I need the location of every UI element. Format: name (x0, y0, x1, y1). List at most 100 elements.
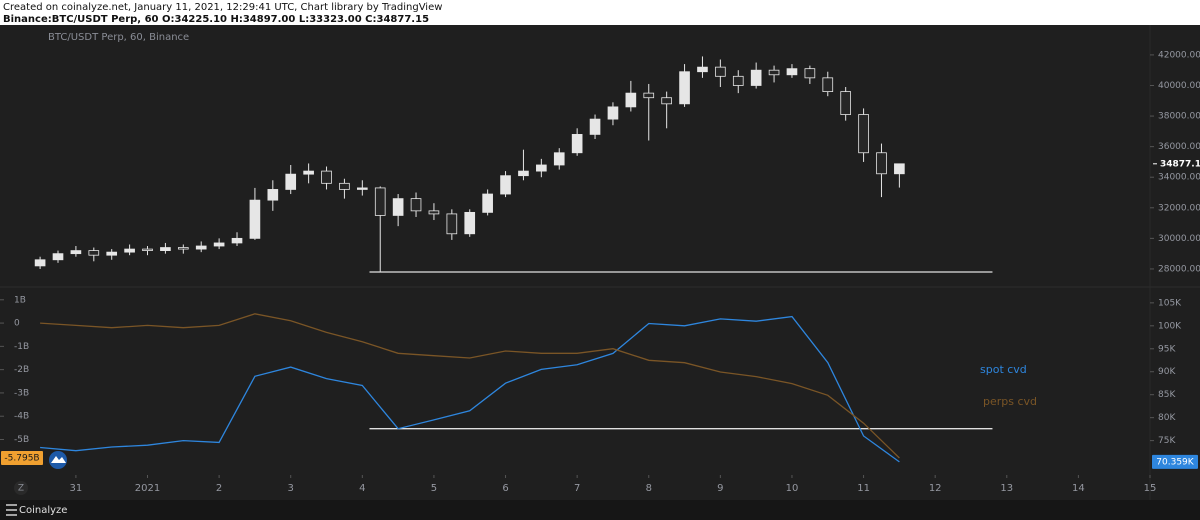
candle-body (70, 250, 82, 255)
candle-body (195, 245, 207, 250)
last-price-label: 34877.15 (1160, 159, 1200, 169)
candle-body (571, 134, 583, 154)
y-tick-label: 0 (14, 319, 20, 329)
x-tick-label: 11 (857, 483, 870, 494)
y-tick-label: -2B (14, 365, 29, 375)
candle-body (267, 189, 279, 201)
footer-bar (0, 500, 1200, 520)
x-tick-label: 15 (1144, 483, 1157, 494)
x-tick-label: 10 (786, 483, 799, 494)
y-tick-label: 95K (1158, 344, 1176, 354)
candle-body (840, 91, 851, 115)
candle-body (285, 173, 297, 190)
y-tick-label: -1B (14, 342, 29, 352)
y-tick-label: 34000.00 (1158, 173, 1200, 183)
candle-body (786, 68, 798, 76)
x-tick-label: 2 (216, 483, 222, 494)
x-tick-label: 12 (929, 483, 942, 494)
candle-body (392, 198, 404, 216)
candle-body (661, 97, 672, 105)
y-tick-label: 80K (1158, 413, 1176, 423)
header-line: Created on coinalyze.net, January 11, 20… (3, 2, 442, 13)
candle-body (482, 193, 493, 213)
logo-icon (51, 456, 66, 463)
y-tick-label: 75K (1158, 436, 1176, 446)
x-tick-label: 6 (502, 483, 508, 494)
candle-body (858, 114, 869, 154)
y-tick-label: 85K (1158, 390, 1176, 400)
header-bar (0, 0, 1200, 25)
x-tick-label: 31 (70, 483, 83, 494)
candle-body (804, 68, 816, 79)
candle-body (553, 152, 565, 166)
x-tick-label: 2021 (135, 483, 160, 494)
y-tick-label: -5B (14, 435, 29, 445)
candle-body (876, 152, 887, 175)
candle-body (160, 247, 171, 252)
candle-body (715, 66, 726, 77)
y-tick-label: 32000.00 (1158, 203, 1200, 213)
brand[interactable]: Coinalyze (19, 505, 67, 516)
legend-entry: spot cvd (980, 363, 1027, 376)
y-tick-label: 38000.00 (1158, 112, 1200, 122)
candle-body (732, 75, 744, 86)
candle-body (374, 187, 386, 216)
candle-body (321, 170, 332, 184)
last-value-label: 70.359K (1156, 457, 1194, 467)
candle-body (410, 198, 422, 212)
candle-body (894, 163, 905, 175)
x-tick-label: 13 (1000, 483, 1013, 494)
candle-body (339, 182, 350, 190)
candle-body (106, 251, 118, 256)
x-tick-label: 9 (717, 483, 723, 494)
candle-body (768, 69, 780, 76)
y-tick-label: -3B (14, 388, 29, 398)
badge: Z (18, 484, 24, 494)
candle-body (213, 242, 225, 247)
y-tick-label: 30000.00 (1158, 234, 1200, 244)
candle-body (607, 106, 619, 120)
candle-body (52, 253, 64, 261)
y-tick-label: 36000.00 (1158, 142, 1200, 152)
candle-body (697, 66, 708, 73)
candle-body (822, 77, 834, 93)
candle-body (303, 170, 314, 175)
candle-body (589, 118, 601, 135)
candle-body (679, 71, 690, 105)
y-tick-label: 28000.00 (1158, 264, 1200, 274)
series-line (40, 315, 900, 463)
candle-body (428, 210, 440, 215)
x-tick-label: 3 (288, 483, 294, 494)
legend-entry: perps cvd (983, 395, 1037, 408)
x-tick-label: 8 (646, 483, 652, 494)
pane-title: BTC/USDT Perp, 60, Binance (48, 32, 189, 43)
candle-body (357, 187, 368, 190)
y-tick-label: 105K (1158, 298, 1182, 308)
badge-circle (14, 481, 28, 495)
y-tick-label: 1B (14, 295, 26, 305)
chart-background (0, 25, 1200, 500)
x-tick-label: 4 (359, 483, 365, 494)
candle-body (177, 247, 189, 250)
x-tick-label: 14 (1072, 483, 1085, 494)
candle-body (34, 259, 46, 267)
y-tick-label: 40000.00 (1158, 81, 1200, 91)
candle-body (446, 213, 458, 235)
candle-body (124, 248, 135, 253)
candle-body (231, 237, 243, 244)
candle-body (249, 199, 261, 239)
y-tick-label: 100K (1158, 321, 1182, 331)
candle-body (518, 170, 529, 177)
menu-icon[interactable] (6, 504, 17, 516)
x-tick-label: 7 (574, 483, 580, 494)
last-value-box (1, 451, 43, 466)
x-tick-label: 5 (431, 483, 437, 494)
candle-body (750, 69, 762, 86)
series-line (40, 313, 900, 459)
candle-body (643, 92, 655, 99)
candle-body (88, 250, 100, 256)
y-tick-label: 90K (1158, 367, 1176, 377)
